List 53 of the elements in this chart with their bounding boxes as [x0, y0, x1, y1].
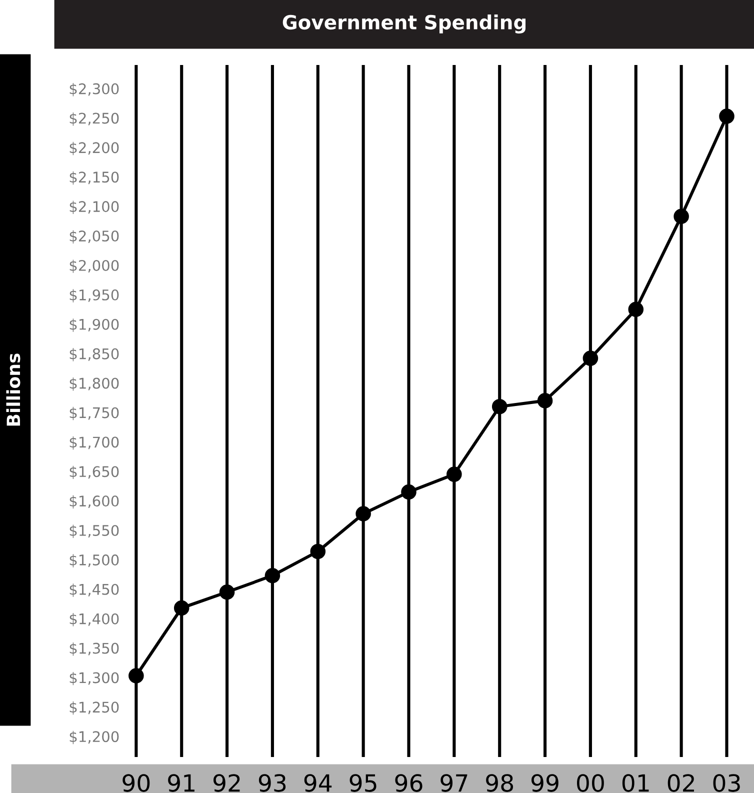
y-tick-label: $1,900 [70, 318, 119, 332]
y-tick-label: $2,200 [70, 142, 119, 156]
x-tick-label: 94 [304, 774, 332, 792]
point [446, 466, 462, 482]
y-tick-label: $1,350 [70, 642, 119, 656]
x-tick-label: 90 [122, 774, 150, 792]
point [537, 393, 553, 408]
y-tick-label: $1,750 [70, 406, 119, 420]
y-tick-label: $1,300 [70, 672, 119, 686]
y-tick-label: $1,550 [70, 524, 119, 538]
point [264, 568, 280, 584]
chart-title: Government Spending [282, 14, 526, 34]
y-tick-label: $1,400 [70, 613, 119, 626]
x-tick-label: 00 [576, 774, 604, 792]
y-tick-label: $2,050 [70, 230, 119, 244]
x-tick-label: 98 [486, 774, 514, 792]
y-tick-label: $1,450 [70, 584, 119, 597]
y-tick-label: $2,250 [70, 112, 119, 126]
y-tick-label: $1,700 [70, 436, 119, 450]
point [128, 668, 144, 684]
point [310, 544, 326, 560]
x-tick-label: 03 [713, 774, 740, 792]
point [628, 302, 644, 318]
x-tick-label: 02 [668, 774, 694, 792]
y-tick-label: $1,600 [70, 495, 119, 508]
point [356, 506, 371, 522]
y-tick-label: $2,000 [70, 260, 119, 273]
x-tick-label: 93 [258, 774, 286, 792]
point [674, 208, 689, 224]
x-tick-label: 99 [531, 774, 558, 792]
x-tick-label: 92 [214, 774, 240, 792]
point [174, 600, 190, 616]
x-tick-label: 95 [350, 774, 376, 792]
y-tick-label: $2,100 [70, 200, 119, 214]
y-axis-title: Billions [6, 354, 20, 426]
point [219, 584, 235, 600]
y-tick-label: $2,300 [70, 83, 119, 96]
x-tick-label: 97 [440, 774, 468, 792]
x-tick-label: 91 [168, 774, 194, 792]
y-tick-label: $1,500 [70, 554, 119, 568]
point [492, 398, 508, 414]
y-tick-label: $1,650 [70, 466, 119, 480]
y-tick-label: $1,850 [70, 348, 119, 362]
y-tick-label: $1,200 [70, 730, 119, 744]
y-tick-label: $2,150 [70, 171, 119, 185]
x-tick-label: 01 [622, 774, 649, 792]
y-tick-label: $1,800 [70, 377, 119, 391]
y-tick-label: $1,250 [70, 701, 119, 715]
point [401, 484, 416, 500]
x-tick-label: 96 [395, 774, 422, 792]
point [582, 350, 598, 366]
point [719, 108, 734, 124]
y-tick-label: $1,950 [70, 289, 119, 302]
